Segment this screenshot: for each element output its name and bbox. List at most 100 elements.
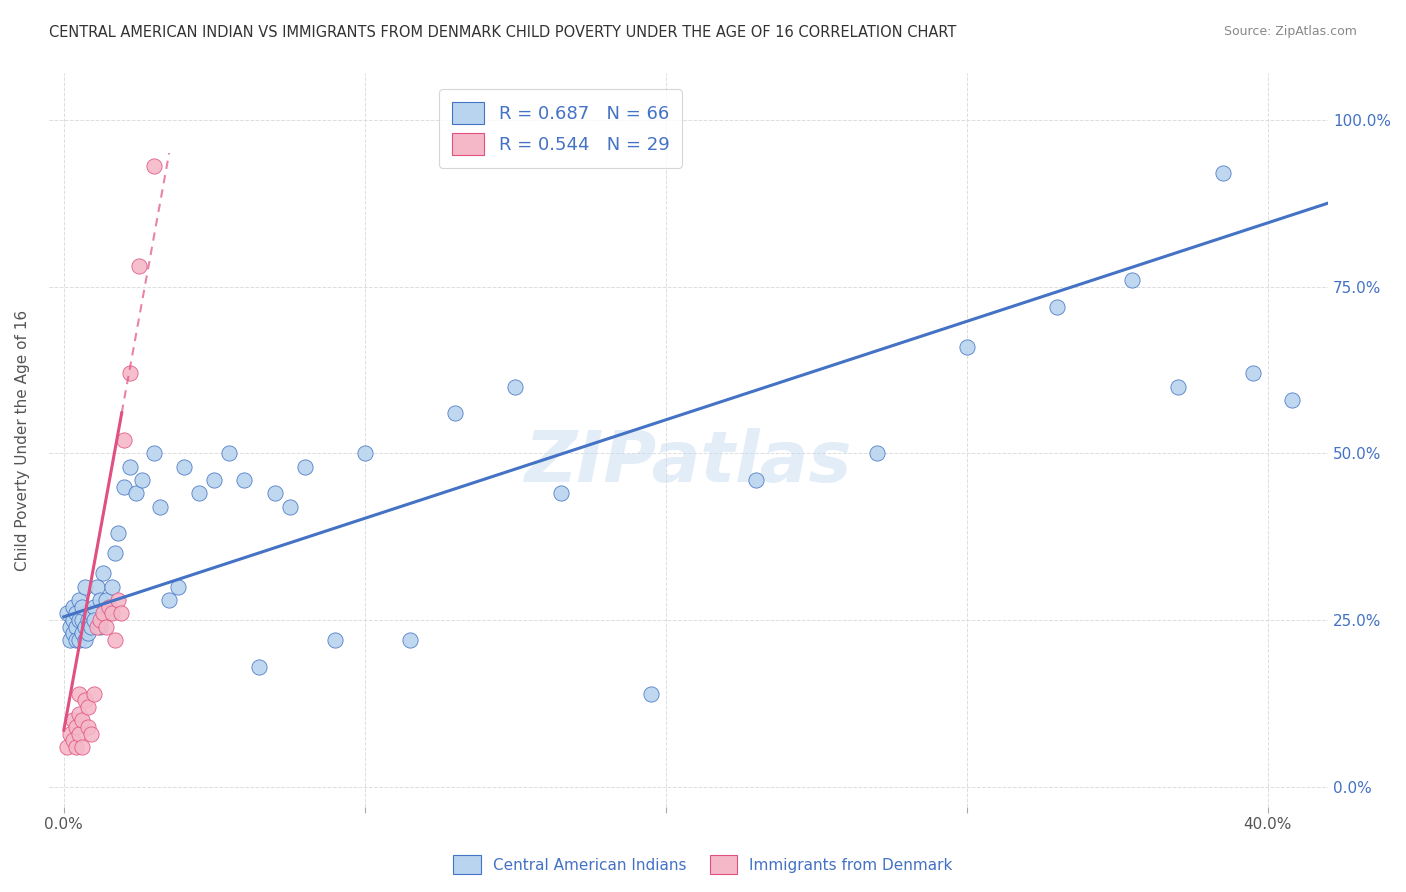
Point [94, 620, 117, 634]
Point [56, 607, 79, 621]
Point [77, 699, 100, 714]
Point [80, 607, 103, 621]
Point [70, 739, 93, 754]
Point [505, 379, 527, 393]
Point [218, 446, 240, 460]
Point [125, 486, 148, 500]
Point [865, 446, 887, 460]
Point [67, 726, 90, 740]
Point [77, 626, 100, 640]
Y-axis label: Child Poverty Under the Age of 16: Child Poverty Under the Age of 16 [15, 310, 30, 571]
Point [67, 706, 90, 721]
Point [56, 739, 79, 754]
Point [91, 566, 114, 581]
Point [83, 613, 105, 627]
Point [1121, 273, 1143, 287]
Point [86, 580, 108, 594]
Point [59, 726, 82, 740]
Point [1241, 366, 1264, 380]
Point [80, 620, 103, 634]
Point [294, 459, 316, 474]
Point [73, 620, 96, 634]
Point [640, 687, 662, 701]
Point [202, 473, 225, 487]
Point [67, 633, 90, 648]
Point [62, 713, 84, 727]
Text: CENTRAL AMERICAN INDIAN VS IMMIGRANTS FROM DENMARK CHILD POVERTY UNDER THE AGE O: CENTRAL AMERICAN INDIAN VS IMMIGRANTS FR… [49, 25, 956, 40]
Point [112, 480, 135, 494]
Point [73, 633, 96, 648]
Point [73, 580, 96, 594]
Point [1046, 300, 1069, 314]
Point [89, 620, 111, 634]
Point [143, 446, 166, 460]
Point [745, 473, 768, 487]
Point [83, 687, 105, 701]
Point [131, 473, 153, 487]
Point [128, 260, 150, 274]
Point [89, 593, 111, 607]
Point [399, 633, 422, 648]
Point [70, 599, 93, 614]
Point [104, 633, 127, 648]
Point [1281, 392, 1303, 407]
Point [143, 160, 166, 174]
Point [97, 607, 120, 621]
Point [157, 593, 180, 607]
Point [83, 599, 105, 614]
Point [1212, 166, 1234, 180]
Point [73, 693, 96, 707]
Point [77, 613, 100, 627]
Point [59, 633, 82, 648]
Text: ZIPatlas: ZIPatlas [524, 427, 852, 497]
Point [107, 526, 129, 541]
Point [86, 620, 108, 634]
Point [80, 726, 103, 740]
Point [263, 486, 285, 500]
Legend: Central American Indians, Immigrants from Denmark: Central American Indians, Immigrants fro… [447, 849, 959, 880]
Point [67, 613, 90, 627]
Point [101, 607, 124, 621]
Point [70, 613, 93, 627]
Point [1167, 379, 1189, 393]
Point [65, 607, 87, 621]
Point [101, 580, 124, 594]
Point [167, 580, 190, 594]
Point [89, 613, 111, 627]
Point [62, 613, 84, 627]
Point [550, 486, 572, 500]
Point [62, 733, 84, 747]
Point [70, 626, 93, 640]
Point [62, 626, 84, 640]
Point [173, 459, 195, 474]
Point [110, 607, 132, 621]
Text: Source: ZipAtlas.com: Source: ZipAtlas.com [1223, 25, 1357, 38]
Point [65, 739, 87, 754]
Point [118, 459, 141, 474]
Point [70, 713, 93, 727]
Point [956, 340, 979, 354]
Point [233, 473, 256, 487]
Point [94, 593, 117, 607]
Point [188, 486, 211, 500]
Point [104, 546, 127, 560]
Point [118, 366, 141, 380]
Point [97, 599, 120, 614]
Point [249, 660, 271, 674]
Legend: R = 0.687   N = 66, R = 0.544   N = 29: R = 0.687 N = 66, R = 0.544 N = 29 [439, 89, 682, 168]
Point [67, 593, 90, 607]
Point [59, 620, 82, 634]
Point [353, 446, 375, 460]
Point [65, 620, 87, 634]
Point [65, 720, 87, 734]
Point [107, 593, 129, 607]
Point [444, 406, 467, 420]
Point [62, 599, 84, 614]
Point [323, 633, 346, 648]
Point [65, 633, 87, 648]
Point [278, 500, 301, 514]
Point [149, 500, 172, 514]
Point [112, 433, 135, 447]
Point [67, 687, 90, 701]
Point [91, 607, 114, 621]
